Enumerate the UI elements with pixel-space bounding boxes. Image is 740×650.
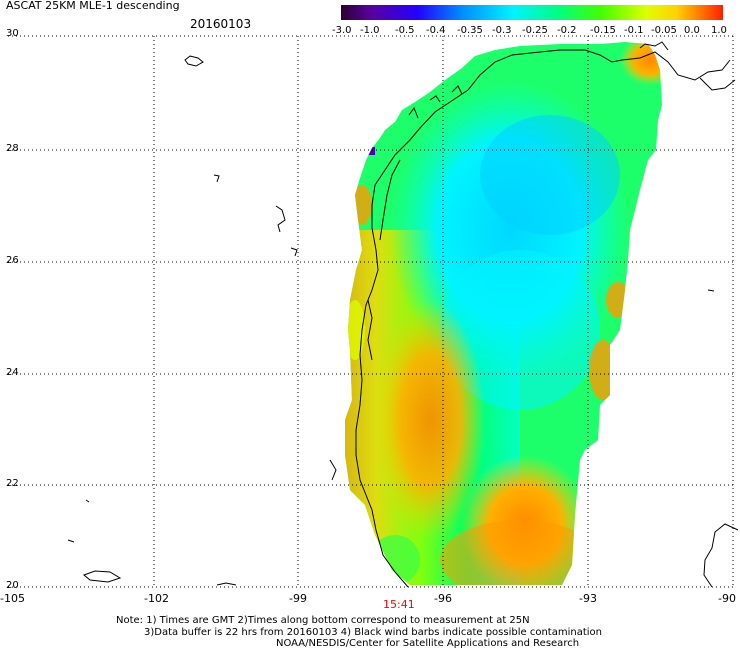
lon-label: -105: [0, 592, 25, 605]
colorbar: [341, 5, 723, 20]
colorbar-label: -0.1: [624, 25, 644, 36]
lat-label-26: 26: [6, 255, 19, 266]
pass-time: 15:41: [383, 598, 415, 611]
colorbar-label: -0.15: [590, 25, 616, 36]
colorbar-label: -0.3: [492, 25, 512, 36]
colorbar-label: -3.0: [332, 25, 352, 36]
colorbar-label: -0.35: [457, 25, 483, 36]
lat-label-22: 22: [6, 478, 19, 489]
product-date: 20160103: [190, 17, 252, 31]
lon-label: -99: [289, 592, 307, 605]
colorbar-label: -0.25: [522, 25, 548, 36]
colorbar-labels: -3.0 -1.0 -0.5 -0.4 -0.35 -0.3 -0.25 -0.…: [0, 25, 740, 39]
colorbar-label: -0.2: [557, 25, 577, 36]
lon-label: -90: [718, 592, 736, 605]
colorbar-label: -0.05: [651, 25, 677, 36]
lat-label-30: 30: [6, 28, 19, 39]
lat-label-24: 24: [6, 367, 19, 378]
small-features: [67, 55, 715, 586]
lon-label: -96: [434, 592, 452, 605]
note-line-3: NOAA/NESDIS/Center for Satellite Applica…: [276, 638, 580, 649]
colorbar-label: 1.0: [711, 25, 727, 36]
wind-swath: [345, 42, 662, 585]
lat-label-28: 28: [6, 143, 19, 154]
product-title: ASCAT 25KM MLE-1 descending: [6, 0, 180, 12]
colorbar-label: -0.5: [395, 25, 415, 36]
graticule: [8, 35, 736, 588]
note-line-1: Note: 1) Times are GMT 2)Times along bot…: [116, 615, 530, 626]
colorbar-label: 0.0: [684, 25, 700, 36]
lon-label: -93: [579, 592, 597, 605]
lon-label: -102: [144, 592, 169, 605]
colorbar-label: -1.0: [360, 25, 380, 36]
note-line-2: 3)Data buffer is 22 hrs from 20160103 4)…: [144, 627, 602, 638]
lat-label-20: 20: [6, 580, 19, 591]
colorbar-label: -0.4: [426, 25, 446, 36]
coastline: [355, 41, 739, 588]
